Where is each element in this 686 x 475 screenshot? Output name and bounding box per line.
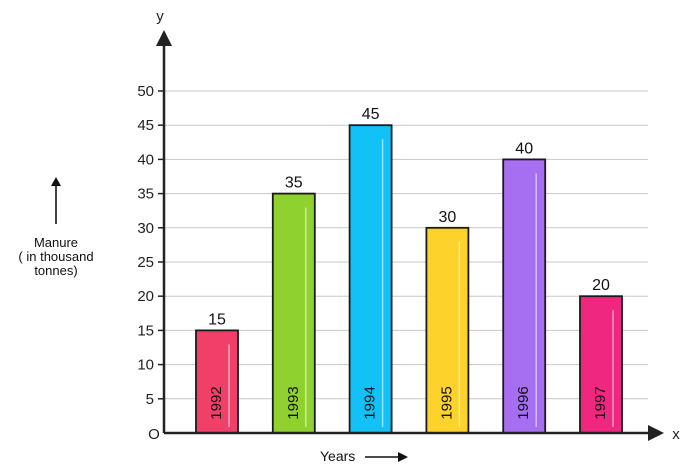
bar-category-label: 1996 bbox=[515, 386, 532, 419]
bar-group: 15 1992 bbox=[195, 311, 239, 434]
x-axis-name: x bbox=[672, 426, 680, 443]
bar-group: 45 1994 bbox=[348, 106, 393, 434]
y-tick-label: 35 bbox=[137, 186, 154, 203]
x-axis-arrow bbox=[648, 425, 664, 441]
bar-group: 35 1993 bbox=[271, 175, 316, 434]
up-arrow-icon bbox=[51, 177, 61, 224]
y-axis-label: Manure ( in thousand tonnes) bbox=[2, 236, 110, 278]
bar bbox=[425, 226, 470, 434]
bar-group: 20 1997 bbox=[579, 277, 623, 434]
origin-label: O bbox=[148, 426, 160, 443]
y-tick-label: 20 bbox=[137, 288, 154, 305]
y-tick-label: 10 bbox=[137, 357, 154, 374]
y-tick-label: 45 bbox=[137, 117, 154, 134]
bar-group: 30 1995 bbox=[425, 209, 470, 434]
y-tick-labels: 5 10 15 20 25 30 35 40 45 50 bbox=[137, 83, 164, 408]
y-axis-arrow bbox=[156, 30, 172, 46]
y-tick-label: 25 bbox=[137, 254, 154, 271]
y-tick-label: 50 bbox=[137, 83, 154, 100]
bar bbox=[195, 329, 239, 434]
y-axis-name: y bbox=[156, 8, 164, 25]
y-tick-label: 40 bbox=[137, 151, 154, 168]
y-tick-label: 5 bbox=[146, 391, 154, 408]
y-tick-label: 15 bbox=[137, 322, 154, 339]
bar-value-label: 20 bbox=[592, 277, 610, 294]
y-tick-label: 30 bbox=[137, 220, 154, 237]
bar-value-label: 35 bbox=[285, 175, 303, 192]
bar-value-label: 45 bbox=[362, 106, 380, 123]
bar-category-label: 1992 bbox=[208, 386, 225, 419]
bar-value-label: 15 bbox=[208, 311, 226, 328]
bar-category-label: 1993 bbox=[285, 386, 302, 419]
y-axis-label-line-1: Manure bbox=[33, 235, 79, 250]
grid-lines bbox=[164, 90, 648, 400]
x-axis-label-group: Years bbox=[320, 448, 409, 464]
bar-value-label: 30 bbox=[439, 209, 457, 226]
bar-value-label: 40 bbox=[515, 140, 533, 157]
bar-category-label: 1995 bbox=[438, 386, 455, 419]
axes: y x O bbox=[148, 8, 680, 443]
bar bbox=[348, 124, 393, 434]
bar-category-label: 1994 bbox=[362, 386, 379, 419]
bar-group: 40 1996 bbox=[502, 140, 547, 434]
bar-category-label: 1997 bbox=[592, 386, 609, 419]
bar bbox=[502, 158, 547, 434]
bars: 15 1992 35 1993 45 1994 30 1995 40 1996 20 1997 bbox=[195, 106, 623, 434]
right-arrow-icon bbox=[365, 452, 409, 463]
y-axis-label-line-3: tonnes) bbox=[34, 263, 78, 278]
y-axis-label-line-2: ( in thousand bbox=[18, 249, 94, 264]
x-axis-label: Years bbox=[320, 448, 356, 464]
